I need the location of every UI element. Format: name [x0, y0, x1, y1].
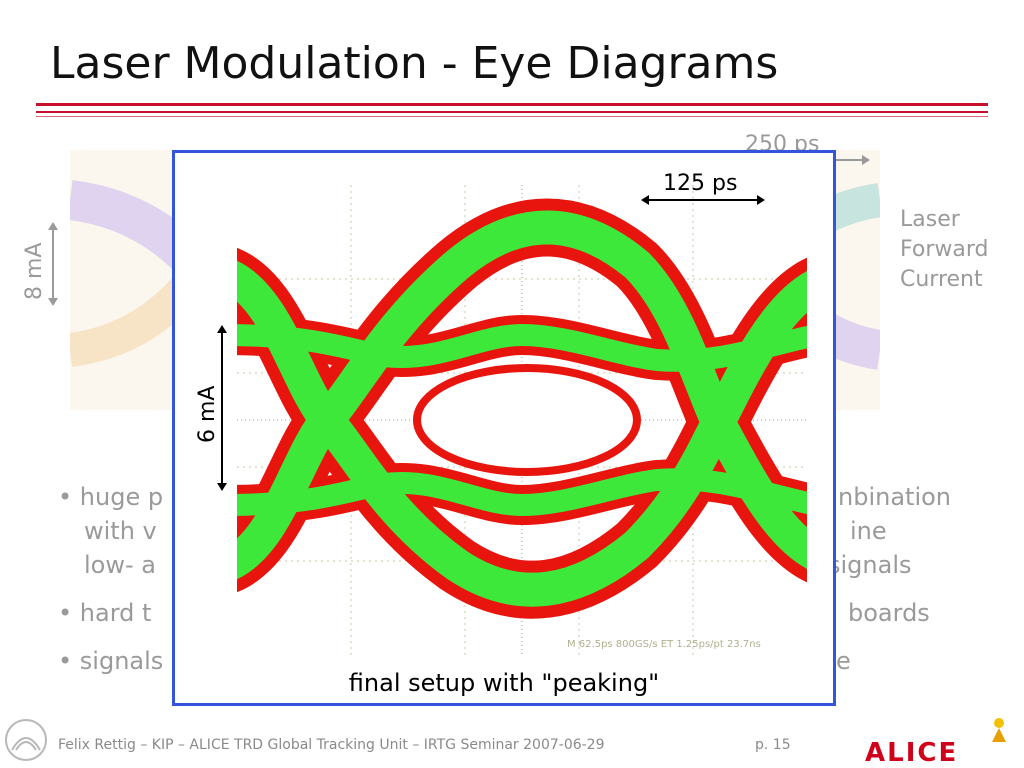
horizontal-arrow-icon	[641, 195, 765, 205]
eye-diagram-plot: M 62.5ps 800GS/s ET 1.25ps/pt 23.7ns	[237, 185, 807, 655]
bullet-text: signals	[828, 551, 912, 579]
bullet-text: e	[836, 647, 851, 675]
bullet-text: nbination	[838, 483, 952, 511]
bullet-text: ine	[850, 517, 887, 545]
time-span-label: 125 ps	[663, 171, 738, 196]
figure-caption: final setup with "peaking"	[348, 669, 660, 697]
alice-mascot-icon	[992, 718, 1006, 742]
alice-logo: ALICE	[865, 738, 959, 768]
title-rule	[36, 111, 988, 113]
bullet-item: • signals	[58, 647, 164, 675]
bullet-text: signals	[79, 647, 164, 675]
bullet-text: boards	[848, 599, 930, 627]
title-rule	[36, 116, 988, 117]
eye-diagram-panel: M 62.5ps 800GS/s ET 1.25ps/pt 23.7ns 125…	[172, 150, 836, 706]
bullet-text: hard t	[79, 599, 152, 627]
scope-readout: M 62.5ps 800GS/s ET 1.25ps/pt 23.7ns	[567, 639, 761, 650]
bullet-item: • hard t	[58, 599, 152, 627]
bullet-text: low- a	[84, 551, 156, 579]
current-span-label: 8 mA	[22, 242, 47, 300]
bullet-text: with v	[84, 517, 157, 545]
side-label-line: Forward	[900, 237, 989, 262]
bullet-text: huge p	[79, 483, 164, 511]
footer-text: Felix Rettig – KIP – ALICE TRD Global Tr…	[58, 737, 605, 753]
title-rule	[36, 103, 988, 106]
page-number: p. 15	[755, 737, 791, 753]
side-label-line: Laser	[900, 207, 960, 232]
vertical-arrow-icon	[48, 222, 58, 306]
laser-forward-current-label: Laser Forward Current	[900, 205, 988, 295]
university-seal-icon	[5, 719, 47, 761]
bullet-item: • huge p	[58, 483, 164, 511]
slide-title: Laser Modulation - Eye Diagrams	[50, 38, 779, 89]
side-label-line: Current	[900, 267, 983, 292]
vertical-arrow-icon	[217, 325, 227, 491]
